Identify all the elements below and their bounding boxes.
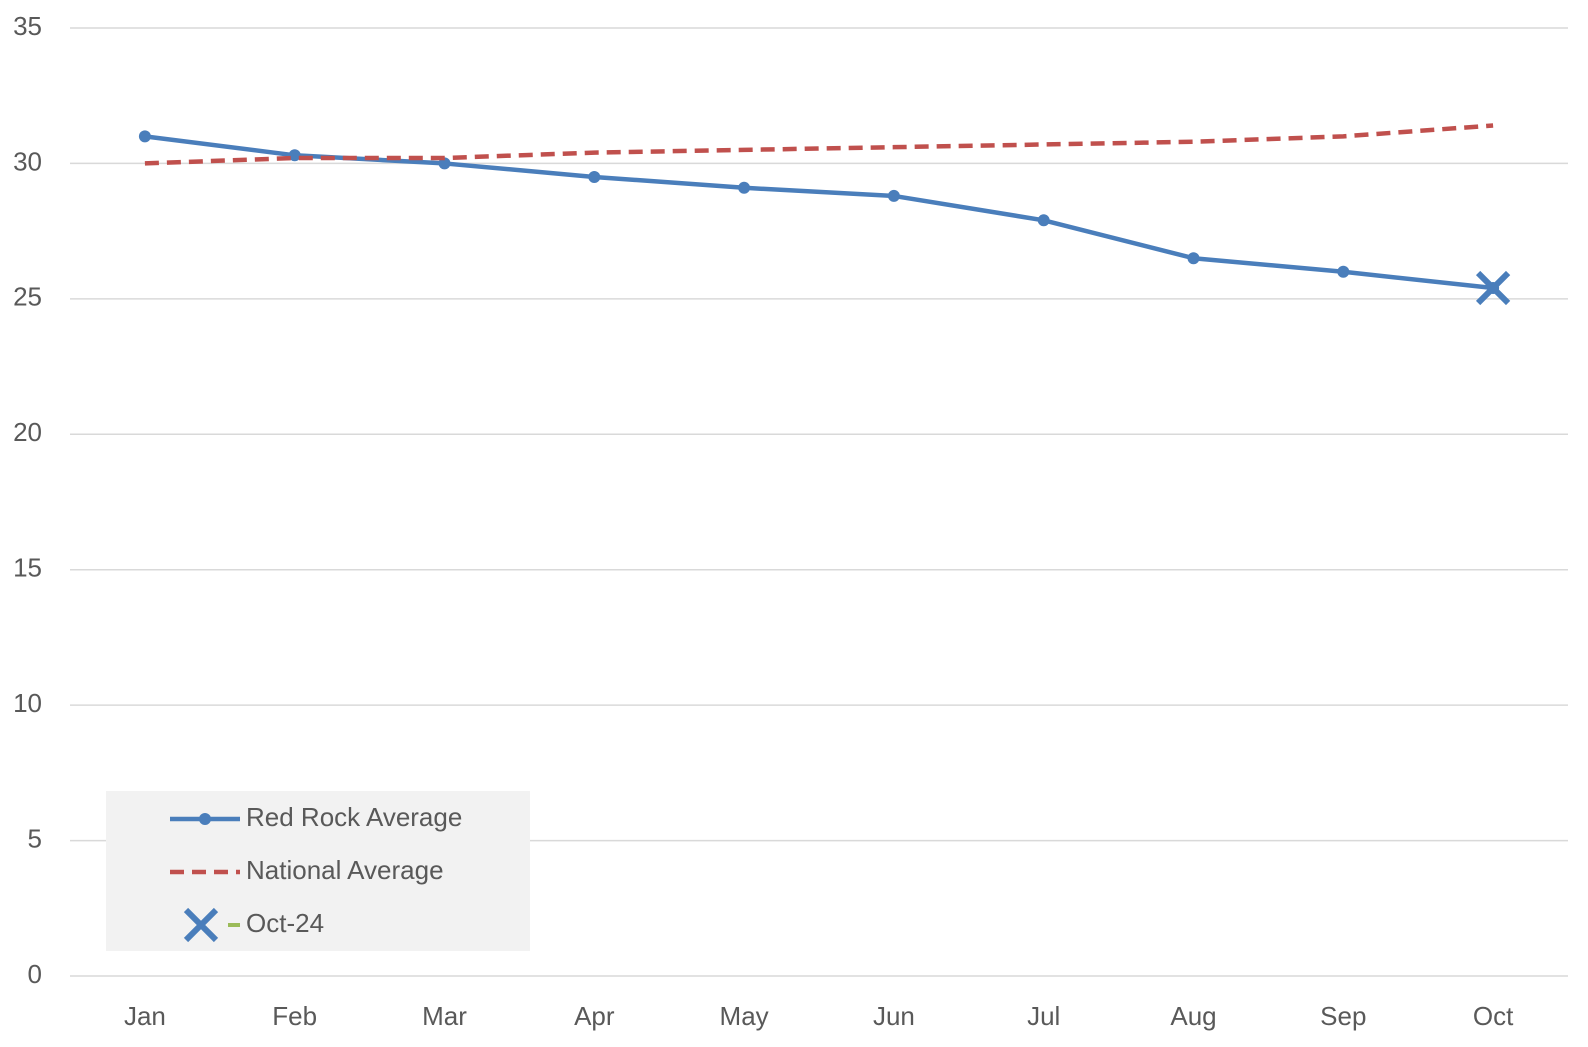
x-tick-label: Oct — [1473, 1001, 1514, 1031]
y-tick-label: 35 — [13, 11, 42, 41]
point — [1187, 252, 1200, 265]
y-tick-label: 10 — [13, 688, 42, 718]
point — [1337, 265, 1350, 278]
legend-label: Oct-24 — [246, 908, 324, 938]
series-line — [144, 123, 1494, 166]
x-tick-label: Aug — [1170, 1001, 1216, 1031]
y-tick-label: 5 — [28, 823, 42, 853]
x-tick-label: May — [720, 1001, 769, 1031]
point — [438, 157, 451, 170]
legend-label: Red Rock Average — [246, 802, 462, 832]
x-tick-label: Jul — [1027, 1001, 1060, 1031]
y-tick-label: 15 — [13, 553, 42, 583]
point — [288, 149, 301, 162]
x-stroke — [1475, 270, 1511, 306]
point — [887, 189, 900, 202]
x-tick-label: Mar — [422, 1001, 467, 1031]
legend-marker — [199, 813, 211, 825]
x-tick-label: Jun — [873, 1001, 915, 1031]
x-stroke — [183, 907, 219, 943]
x-tick-label: Apr — [574, 1001, 615, 1031]
y-tick-label: 30 — [13, 146, 42, 176]
y-tick-label: 20 — [13, 417, 42, 447]
legend-label: National Average — [246, 855, 444, 885]
legend-marker — [183, 907, 219, 943]
y-tick-label: 0 — [28, 959, 42, 989]
x-tick-label: Jan — [124, 1001, 166, 1031]
point — [1037, 214, 1050, 227]
y-tick-label: 25 — [13, 282, 42, 312]
point — [138, 130, 151, 143]
point — [588, 170, 601, 183]
point — [738, 181, 751, 194]
x-tick-label: Sep — [1320, 1001, 1366, 1031]
point — [1475, 270, 1511, 306]
x-tick-label: Feb — [272, 1001, 317, 1031]
